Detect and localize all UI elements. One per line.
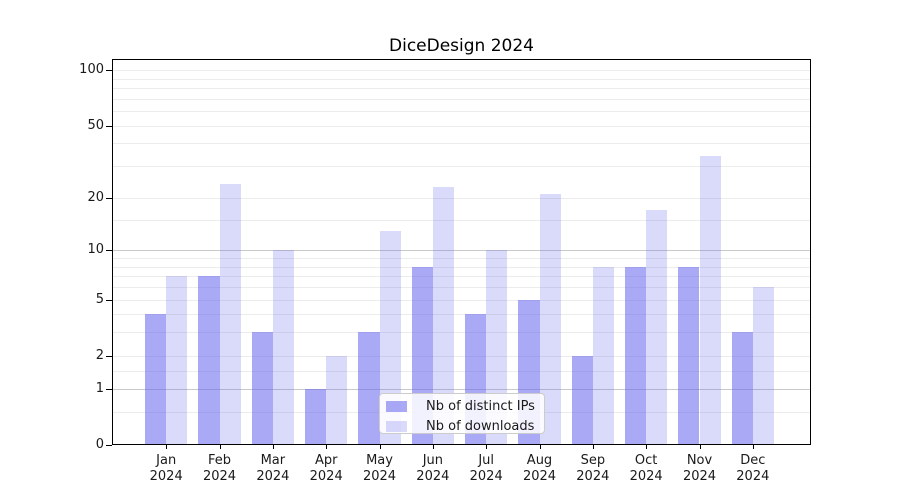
bar-nb-of-downloads-jun-2024: [432, 186, 455, 445]
y-tick-label-20: 20: [87, 189, 104, 205]
gridline-minor-6: [113, 286, 810, 288]
x-tick-label-dec-2024: Dec 2024: [736, 453, 770, 484]
x-tick-label-sep-2024: Sep 2024: [576, 453, 610, 484]
x-tick-mark-feb-2024: [219, 445, 221, 449]
x-tick-label-aug-2024: Aug 2024: [522, 453, 557, 484]
x-tick-mark-jul-2024: [486, 445, 488, 449]
gridline-minor-100: [113, 70, 810, 72]
y-tick-label-0: 0: [95, 437, 104, 452]
bar-nb-of-distinct-ips-sep-2024: [571, 355, 593, 445]
x-tick-mark-jun-2024: [432, 445, 434, 449]
x-tick-label-jan-2024: Jan 2024: [149, 453, 183, 484]
legend: Nb of distinct IPs Nb of downloads: [379, 393, 545, 434]
x-tick-label-mar-2024: Mar 2024: [256, 453, 290, 484]
bar-nb-of-distinct-ips-jan-2024: [144, 314, 167, 445]
bar-nb-of-downloads-apr-2024: [326, 355, 348, 445]
bar-nb-of-distinct-ips-oct-2024: [624, 266, 647, 445]
legend-item-downloads: Nb of downloads: [380, 418, 544, 435]
y-tick-mark-0: [106, 445, 112, 446]
x-tick-mark-jan-2024: [166, 445, 168, 449]
gridline-minor-70: [113, 98, 810, 100]
gridline-minor-50: [113, 125, 810, 127]
x-tick-mark-apr-2024: [326, 445, 328, 449]
x-tick-label-nov-2024: Nov 2024: [682, 453, 717, 484]
bar-nb-of-downloads-dec-2024: [752, 286, 775, 445]
bar-nb-of-downloads-jan-2024: [166, 276, 188, 445]
y-tick-label-2: 2: [95, 347, 104, 363]
bar-nb-of-distinct-ips-nov-2024: [678, 266, 700, 445]
x-tick-mark-mar-2024: [272, 445, 274, 449]
bar-nb-of-downloads-may-2024: [379, 230, 401, 445]
y-tick-mark-20: [106, 197, 112, 199]
gridline-minor-80: [113, 88, 810, 90]
chart-title: DiceDesign 2024: [389, 36, 534, 56]
y-tick-mark-100: [106, 70, 112, 72]
x-tick-mark-oct-2024: [646, 445, 648, 449]
x-tick-mark-nov-2024: [699, 445, 701, 449]
x-tick-label-jun-2024: Jun 2024: [416, 453, 450, 484]
bar-nb-of-distinct-ips-may-2024: [358, 332, 380, 445]
gridline-minor-5: [113, 299, 810, 301]
y-tick-label-1: 1: [95, 380, 104, 396]
gridline-minor-15: [113, 219, 810, 221]
x-tick-mark-aug-2024: [539, 445, 541, 449]
legend-swatch-distinct-ips: [386, 401, 407, 412]
y-tick-label-100: 100: [79, 62, 104, 78]
gridline-minor-30: [113, 166, 810, 168]
x-tick-label-apr-2024: Apr 2024: [309, 453, 343, 484]
legend-item-distinct-ips: Nb of distinct IPs: [380, 398, 544, 415]
gridline-major-10: [113, 250, 810, 252]
y-tick-mark-50: [106, 125, 112, 127]
legend-label-distinct-ips: Nb of distinct IPs: [426, 399, 535, 414]
y-tick-mark-1: [106, 388, 112, 390]
bar-nb-of-downloads-mar-2024: [272, 250, 295, 445]
gridline-minor-1.5: [113, 370, 810, 372]
y-tick-mark-10: [106, 250, 112, 252]
gridline-minor-4: [113, 314, 810, 316]
bar-nb-of-downloads-aug-2024: [539, 194, 561, 445]
x-tick-label-may-2024: May 2024: [362, 453, 397, 484]
x-tick-label-oct-2024: Oct 2024: [629, 453, 663, 484]
y-tick-label-10: 10: [87, 242, 104, 258]
bar-nb-of-downloads-feb-2024: [219, 183, 241, 445]
gridline-minor-8: [113, 266, 810, 268]
x-tick-mark-may-2024: [379, 445, 381, 449]
y-tick-label-5: 5: [95, 291, 104, 307]
bar-nb-of-downloads-sep-2024: [592, 266, 615, 445]
bar-nb-of-downloads-nov-2024: [699, 156, 721, 445]
x-tick-label-jul-2024: Jul 2024: [469, 453, 503, 484]
gridline-minor-40: [113, 143, 810, 145]
gridline-minor-7: [113, 276, 810, 278]
gridline-minor-90: [113, 78, 810, 80]
bar-nb-of-distinct-ips-apr-2024: [304, 388, 327, 445]
y-tick-label-50: 50: [87, 117, 104, 133]
x-tick-mark-dec-2024: [752, 445, 754, 449]
y-tick-mark-2: [106, 355, 112, 357]
bar-nb-of-downloads-oct-2024: [646, 210, 668, 445]
gridline-minor-2: [113, 355, 810, 357]
gridline-minor-60: [113, 111, 810, 113]
gridline-minor-9: [113, 258, 810, 260]
bar-nb-of-distinct-ips-mar-2024: [251, 332, 273, 445]
legend-label-downloads: Nb of downloads: [426, 419, 535, 434]
bar-nb-of-distinct-ips-dec-2024: [731, 332, 753, 445]
x-tick-mark-sep-2024: [592, 445, 594, 449]
gridline-major-1: [113, 388, 810, 390]
y-tick-mark-5: [106, 299, 112, 301]
x-tick-label-feb-2024: Feb 2024: [202, 453, 237, 484]
legend-swatch-downloads: [386, 421, 407, 432]
bar-nb-of-distinct-ips-feb-2024: [198, 276, 220, 445]
gridline-minor-3: [113, 332, 810, 334]
gridline-minor-20: [113, 197, 810, 199]
